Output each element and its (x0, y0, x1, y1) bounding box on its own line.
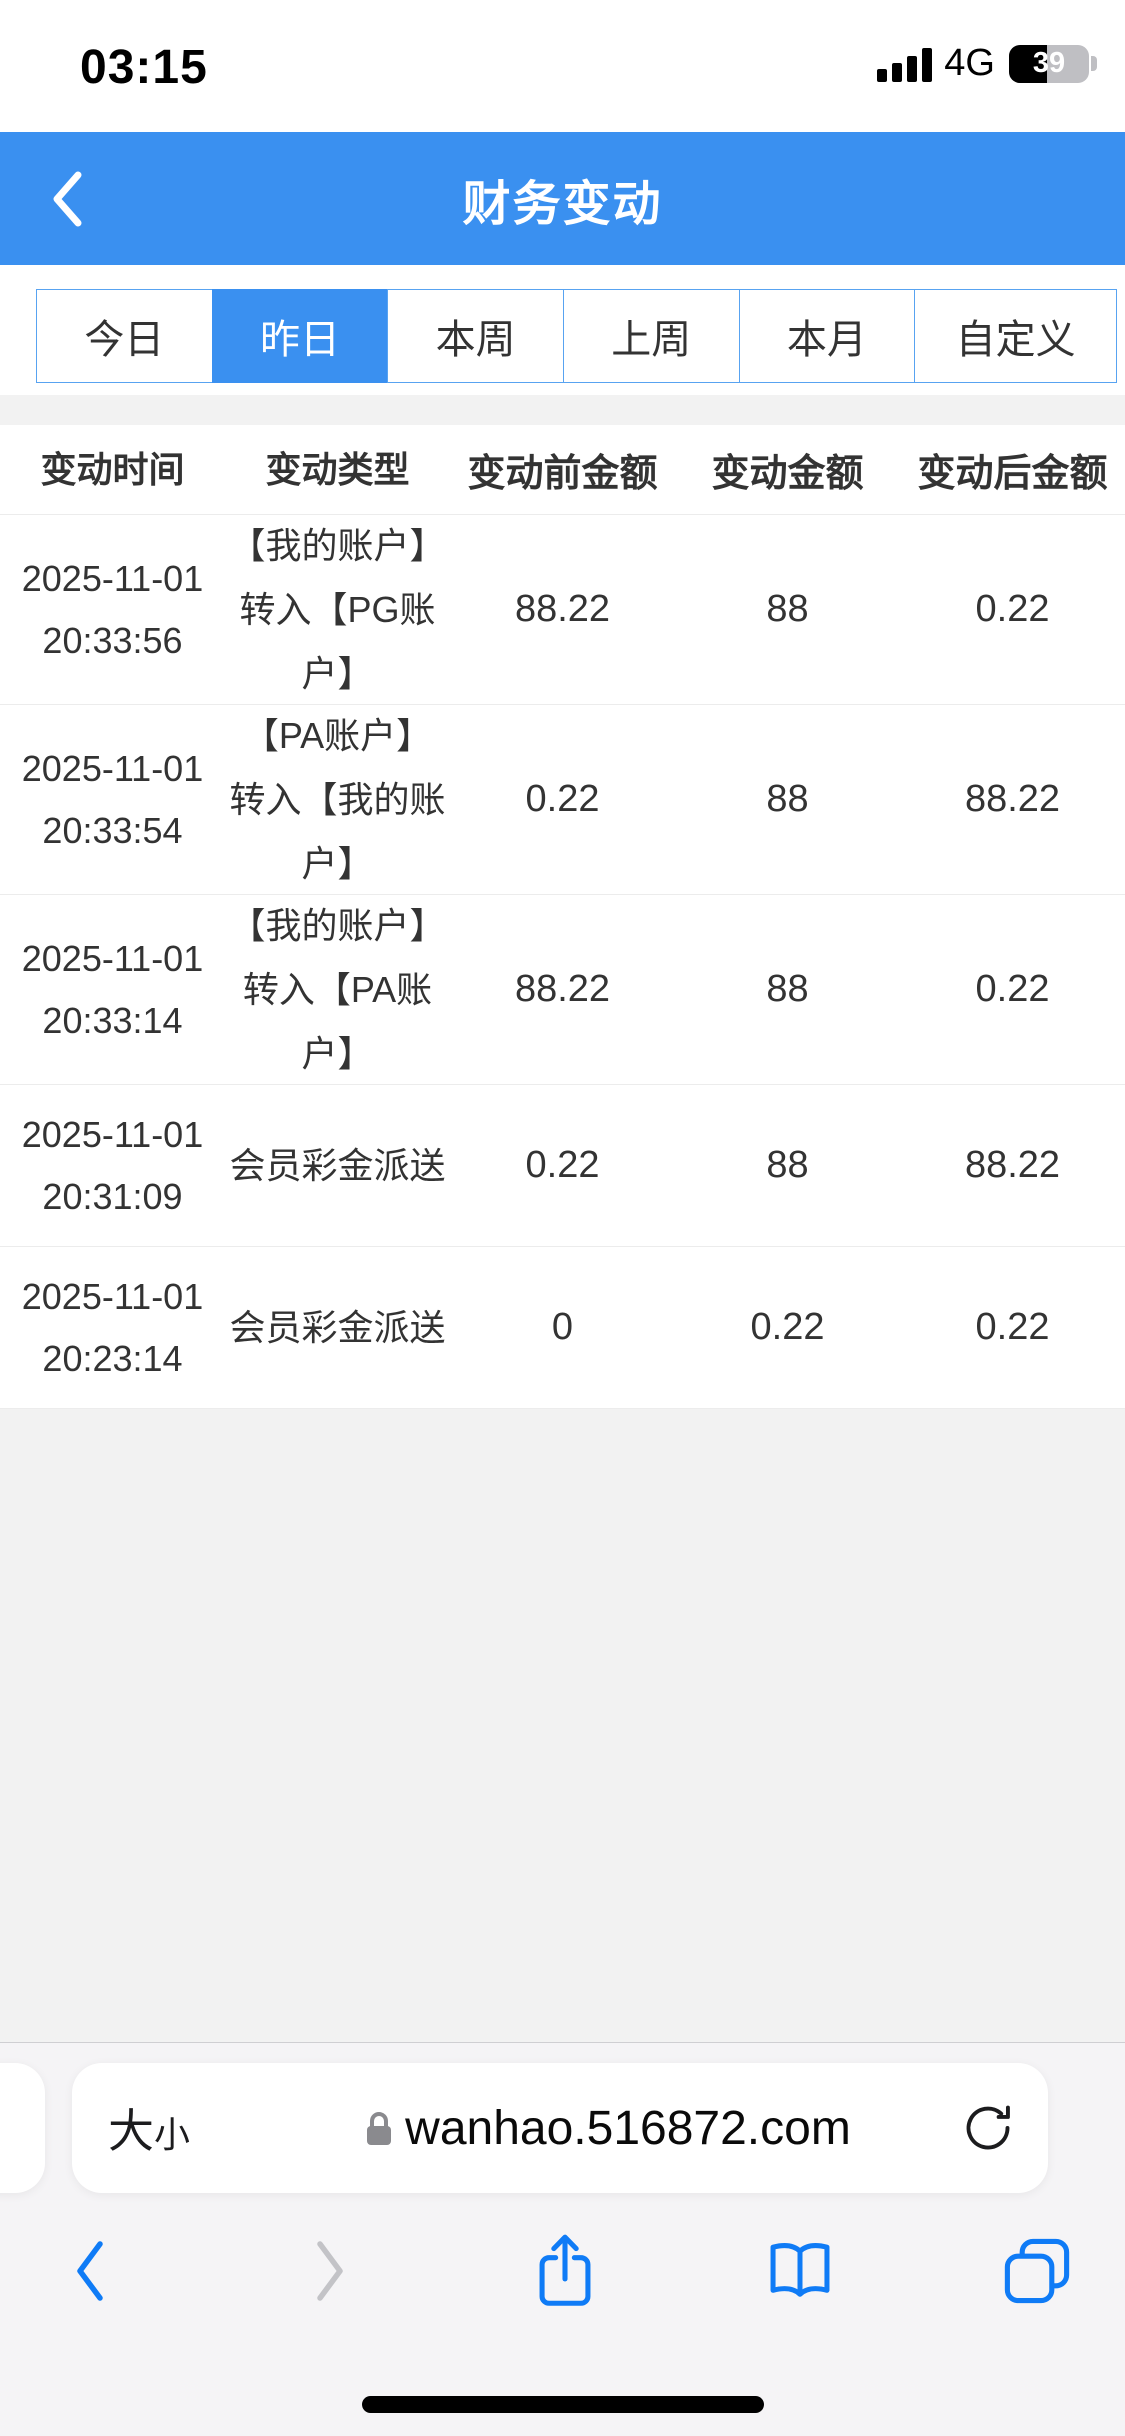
cell-amount-after: 88.22 (964, 1144, 1061, 1186)
cell-change-time: 2025-11-01 20:31:09 (21, 1113, 204, 1217)
transactions-table: 变动时间 变动类型 变动前金额 变动金额 变动后金额 2025-11-01 20:… (0, 425, 1125, 1409)
status-time: 03:15 (80, 41, 208, 94)
tab-today[interactable]: 今日 (36, 289, 213, 383)
cell-change-type: 会员彩金派送 (229, 1144, 446, 1186)
cell-amount-after: 88.22 (964, 778, 1061, 820)
header-change-time: 变动时间 (40, 448, 185, 490)
tab-this-month[interactable]: 本月 (738, 289, 916, 383)
reload-icon (966, 2105, 1010, 2150)
battery-percent: 39 (1032, 47, 1066, 79)
cell-change-time: 2025-11-01 20:33:14 (21, 937, 204, 1041)
table-top-band (0, 395, 1125, 425)
cell-amount-after: 0.22 (975, 1306, 1050, 1348)
tab-custom[interactable]: 自定义 (914, 289, 1118, 383)
table-row: 2025-11-01 20:33:54 【PA账户】转入【我的账户】 0.22 8… (0, 705, 1125, 895)
address-bar[interactable]: 大小 wanhao.516872.com (72, 2063, 1048, 2193)
cell-change-type: 【PA账户】转入【我的账户】 (229, 714, 446, 884)
browser-chrome: 大小 wanhao.516872.com (0, 2042, 1125, 2436)
cell-amount-after: 0.22 (975, 968, 1050, 1010)
adjacent-tab-edge[interactable] (0, 2063, 45, 2193)
cell-amount-change: 0.22 (750, 1306, 825, 1348)
cell-amount-before: 0.22 (525, 1144, 600, 1186)
cell-change-time: 2025-11-01 20:33:56 (21, 557, 204, 661)
cell-change-type: 【我的账户】转入【PG账户】 (229, 524, 446, 694)
chevron-right-icon (317, 2241, 343, 2301)
cell-amount-change: 88 (766, 588, 809, 630)
cell-amount-before: 88.22 (514, 968, 611, 1010)
table-row: 2025-11-01 20:23:14 会员彩金派送 0 0.22 0.22 (0, 1247, 1125, 1409)
page-background (0, 1409, 1125, 2042)
table-row: 2025-11-01 20:33:14 【我的账户】转入【PA账户】 88.22 … (0, 895, 1125, 1085)
reload-button[interactable] (958, 2102, 1018, 2154)
home-indicator[interactable] (362, 2396, 764, 2413)
url-text: wanhao.516872.com (405, 2101, 851, 2155)
bookmarks-button[interactable] (758, 2231, 842, 2311)
share-icon (539, 2234, 591, 2306)
network-type-label: 4G (944, 42, 995, 84)
tab-this-week[interactable]: 本周 (387, 289, 564, 383)
page-header: 财务变动 (0, 132, 1125, 265)
tab-switcher-button[interactable] (998, 2231, 1076, 2311)
battery-nub (1091, 56, 1097, 71)
status-bar: 03:15 4G 39 (0, 0, 1125, 132)
chevron-left-icon (53, 171, 82, 226)
open-book-icon (770, 2243, 830, 2297)
table-row: 2025-11-01 20:31:09 会员彩金派送 0.22 88 88.22 (0, 1085, 1125, 1247)
cell-amount-before: 88.22 (514, 588, 611, 630)
cell-amount-before: 0 (551, 1306, 574, 1348)
header-amount-change: 变动金额 (711, 453, 864, 495)
cell-amount-change: 88 (766, 778, 809, 820)
url-display[interactable]: wanhao.516872.com (258, 2101, 958, 2156)
browser-forward-button[interactable] (295, 2231, 365, 2311)
table-header-row: 变动时间 变动类型 变动前金额 变动金额 变动后金额 (0, 425, 1125, 515)
cell-change-type: 【我的账户】转入【PA账户】 (229, 904, 446, 1074)
header-amount-before: 变动前金额 (467, 453, 658, 495)
tabs-icon (1004, 2238, 1070, 2304)
chevron-left-icon (77, 2241, 103, 2301)
cell-amount-before: 0.22 (525, 778, 600, 820)
share-button[interactable] (520, 2231, 610, 2311)
cell-amount-change: 88 (766, 1144, 809, 1186)
cell-amount-after: 0.22 (975, 588, 1050, 630)
back-button[interactable] (48, 132, 118, 265)
date-filter-bar: 今日 昨日 本周 上周 本月 自定义 (36, 289, 1118, 383)
browser-toolbar (0, 2231, 1125, 2311)
table-row: 2025-11-01 20:33:56 【我的账户】转入【PG账户】 88.22 … (0, 515, 1125, 705)
text-size-button[interactable]: 大小 (108, 2105, 191, 2157)
tab-yesterday[interactable]: 昨日 (211, 289, 389, 383)
signal-strength-icon (872, 46, 933, 82)
header-change-type: 变动类型 (265, 448, 410, 490)
battery-icon: 39 (1009, 44, 1089, 83)
tab-last-week[interactable]: 上周 (562, 289, 740, 383)
page-title: 财务变动 (462, 177, 663, 231)
lock-icon (367, 2112, 392, 2145)
header-amount-after: 变动后金额 (917, 453, 1108, 495)
status-indicators: 4G 39 (872, 42, 1097, 85)
cell-amount-change: 88 (766, 968, 809, 1010)
cell-change-time: 2025-11-01 20:33:54 (21, 747, 204, 851)
browser-back-button[interactable] (55, 2231, 125, 2311)
cell-change-type: 会员彩金派送 (229, 1306, 446, 1348)
cell-change-time: 2025-11-01 20:23:14 (21, 1275, 204, 1379)
